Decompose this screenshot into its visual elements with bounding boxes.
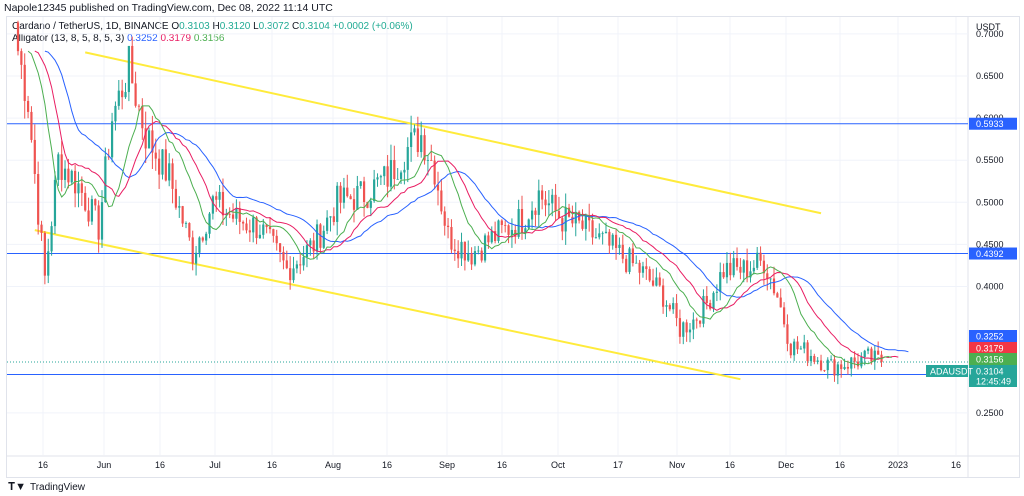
indicator-legend: Alligator (13, 8, 5, 8, 5, 3) 0.3252 0.3… [12,33,224,44]
chart-frame[interactable] [6,16,1020,478]
indicator-name[interactable]: Alligator (13, 8, 5, 8, 5, 3) [12,33,125,44]
brand-name[interactable]: TradingView [29,481,86,493]
footer: 𝐓▼ TradingView [6,478,1020,496]
low-label: L [253,21,259,32]
jaw-value: 0.3252 [127,33,158,44]
symbol-name[interactable]: Cardano / TetherUS, 1D, BINANCE [12,21,169,32]
symbol-legend: Cardano / TetherUS, 1D, BINANCE O0.3103 … [12,21,413,32]
change-value: +0.0002 (+0.06%) [332,21,413,32]
published-by-text: Napole12345 published on TradingView.com… [4,2,333,14]
high-value: 0.3120 [219,21,251,32]
teeth-value: 0.3179 [160,33,192,44]
close-value: 0.3104 [299,21,330,32]
open-value: 0.3103 [179,21,210,32]
lips-value: 0.3156 [193,33,225,44]
close-label: C [292,21,300,32]
low-value: 0.3072 [258,21,290,32]
high-label: H [212,21,220,32]
tradingview-logo-icon[interactable]: 𝐓▼ [8,480,26,493]
open-label: O [171,21,180,32]
